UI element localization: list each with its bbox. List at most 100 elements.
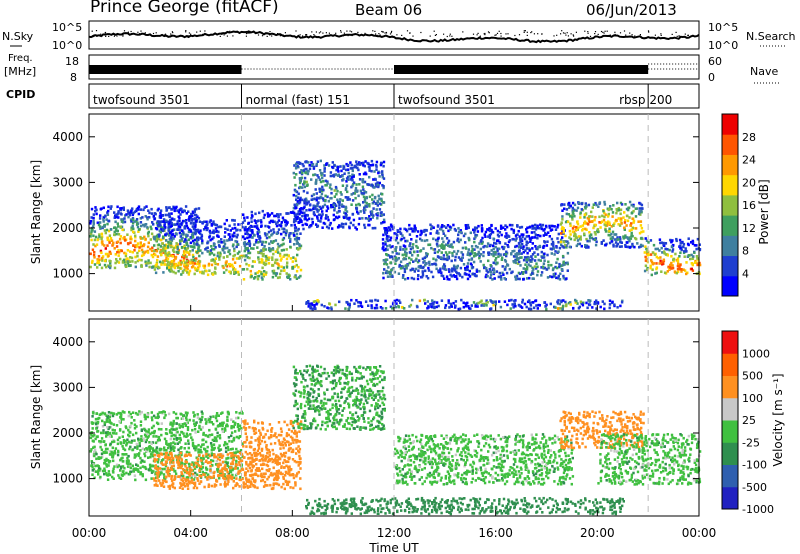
echo-cell <box>359 189 363 193</box>
echo-cell <box>166 254 169 257</box>
echo-cell <box>345 180 348 183</box>
echo-cell <box>534 223 537 227</box>
echo-cell <box>320 207 323 210</box>
echo-cell <box>449 302 453 306</box>
echo-cell <box>338 224 341 227</box>
echo-cell <box>416 277 420 281</box>
echo-cell <box>154 264 158 267</box>
echo-cell <box>518 260 521 264</box>
echo-cell <box>372 178 375 181</box>
echo-cell <box>172 433 175 437</box>
echo-cell <box>529 307 533 311</box>
echo-cell <box>301 186 304 189</box>
echo-cell <box>593 238 597 242</box>
echo-cell <box>229 229 232 232</box>
colorbar-tick-label: 24 <box>742 154 756 167</box>
echo-cell <box>146 251 150 254</box>
echo-cell <box>333 206 336 210</box>
echo-cell <box>116 229 119 233</box>
echo-cell <box>682 245 685 249</box>
echo-cell <box>462 305 465 309</box>
echo-cell <box>459 258 462 261</box>
echo-cell <box>282 248 285 252</box>
echo-cell <box>304 222 307 226</box>
noise-search-point <box>122 34 124 36</box>
echo-cell <box>154 453 158 457</box>
echo-cell <box>351 212 355 216</box>
echo-cell <box>376 212 379 215</box>
echo-cell <box>253 243 256 246</box>
echo-cell <box>373 186 376 189</box>
echo-cell <box>260 249 263 252</box>
echo-cell <box>174 412 178 416</box>
echo-cell <box>202 443 205 446</box>
echo-cell <box>655 255 658 259</box>
echo-cell <box>312 165 316 169</box>
echo-cell <box>329 183 332 186</box>
echo-cell <box>156 258 159 262</box>
echo-cell <box>504 228 507 231</box>
echo-cell <box>683 269 687 272</box>
echo-cell <box>463 272 467 276</box>
echo-cell <box>214 266 217 269</box>
echo-cell <box>306 191 309 195</box>
echo-cell <box>321 226 324 229</box>
echo-cell <box>198 260 202 263</box>
echo-cell <box>347 196 350 199</box>
echo-cell <box>187 446 190 450</box>
echo-cell <box>179 437 182 440</box>
echo-cell <box>316 217 319 220</box>
echo-cell <box>581 227 585 231</box>
echo-cell <box>131 213 134 217</box>
echo-cell <box>195 251 199 254</box>
echo-cell <box>432 226 435 229</box>
echo-cell <box>413 270 416 273</box>
echo-cell <box>453 306 457 309</box>
echo-cell <box>149 453 153 456</box>
echo-cell <box>111 428 114 432</box>
echo-cell <box>470 304 473 307</box>
echo-cell <box>376 183 379 186</box>
echo-cell <box>137 454 140 458</box>
echo-cell <box>233 234 236 238</box>
echo-cell <box>219 254 222 258</box>
echo-cell <box>192 478 196 481</box>
noise-search-point <box>104 31 107 34</box>
echo-cell <box>210 433 214 436</box>
echo-cell <box>273 220 276 224</box>
echo-cell <box>91 473 94 476</box>
echo-cell <box>405 229 409 233</box>
echo-cell <box>408 251 412 254</box>
echo-cell <box>156 439 160 442</box>
echo-cell <box>584 204 588 207</box>
echo-cell <box>501 271 504 275</box>
echo-cell <box>480 224 483 227</box>
echo-cell <box>497 235 500 238</box>
echo-cell <box>298 198 301 202</box>
echo-cell <box>106 211 109 214</box>
echo-cell <box>382 177 386 180</box>
echo-cell <box>523 256 527 259</box>
echo-cell <box>293 275 296 279</box>
echo-cell <box>690 267 693 271</box>
echo-cell <box>473 231 476 234</box>
echo-cell <box>260 225 263 228</box>
echo-cell <box>555 276 558 280</box>
echo-cell <box>555 261 558 264</box>
echo-cell <box>354 189 357 193</box>
echo-cell <box>136 259 140 263</box>
echo-cell <box>584 202 587 205</box>
echo-cell <box>129 235 132 239</box>
echo-cell <box>100 232 104 236</box>
echo-cell <box>337 215 341 219</box>
echo-cell <box>141 459 144 463</box>
echo-cell <box>267 258 270 262</box>
echo-cell <box>460 251 463 254</box>
echo-cell <box>203 264 207 268</box>
echo-cell <box>188 465 191 468</box>
echo-cell <box>423 259 426 263</box>
echo-cell <box>492 247 495 251</box>
echo-cell <box>447 244 450 247</box>
echo-cell <box>140 248 144 252</box>
